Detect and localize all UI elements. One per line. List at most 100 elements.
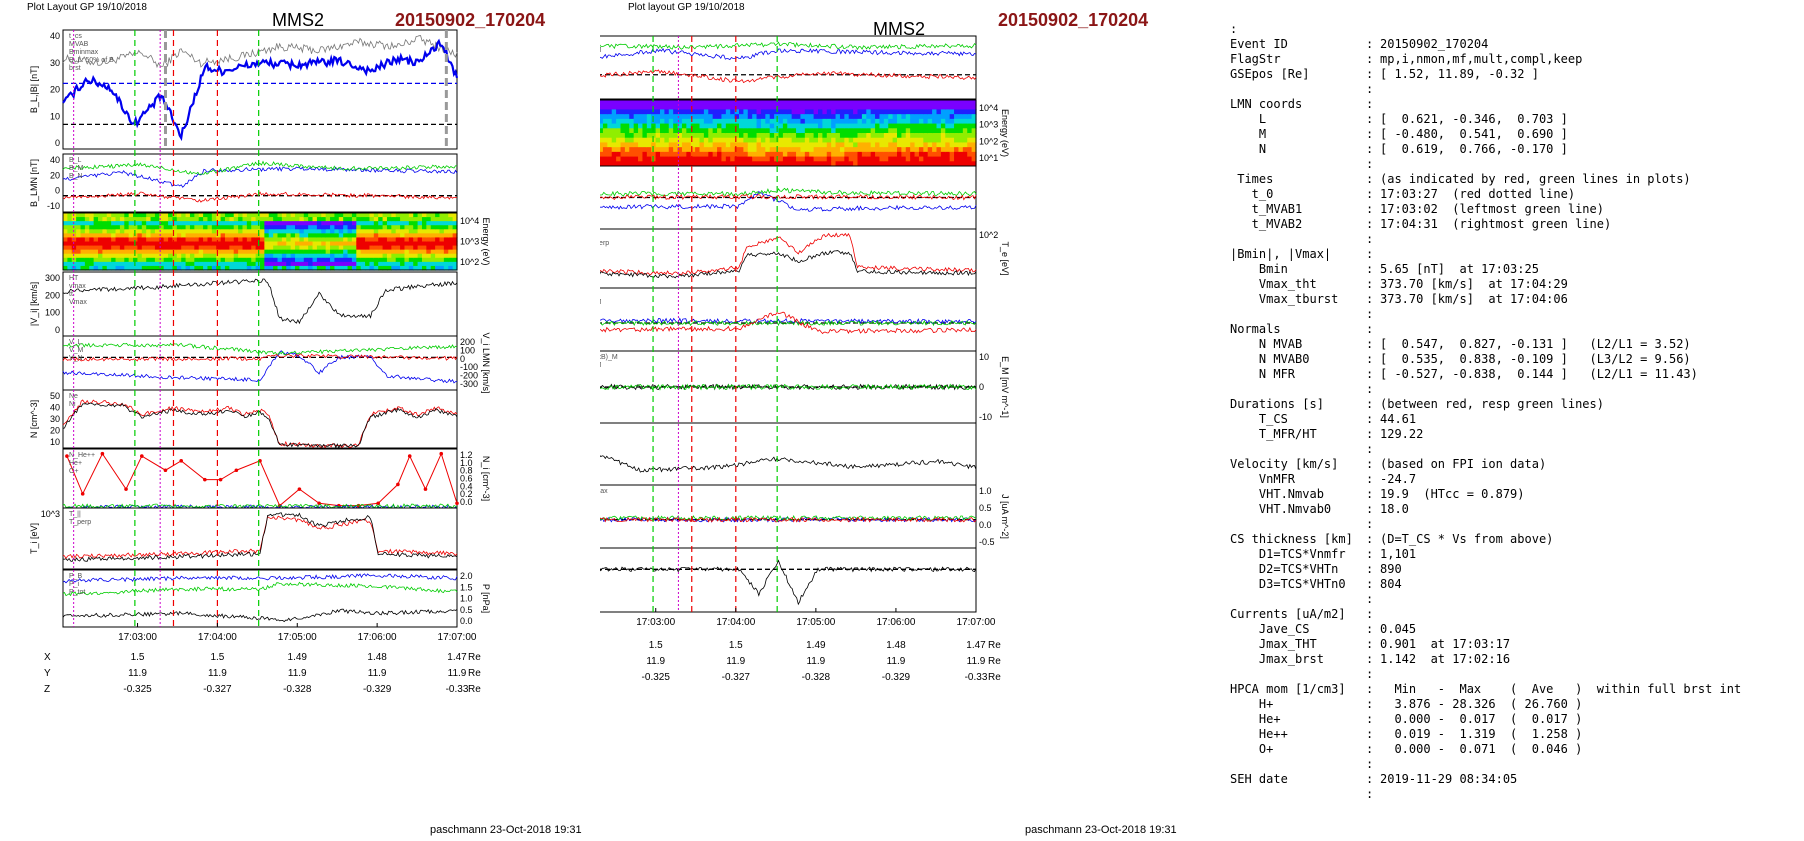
spectrogram-cell [417, 265, 423, 271]
legend-entry: B_N [69, 173, 83, 180]
spectrogram-cell [106, 221, 112, 226]
spectrogram-cell [251, 253, 257, 259]
spectrogram-cell [861, 104, 867, 111]
data-point [80, 492, 85, 496]
spectrogram-cell [910, 100, 916, 106]
spectrogram-cell [343, 229, 349, 234]
spectrogram-cell [936, 133, 942, 139]
spectrogram-cell [703, 104, 709, 111]
summary-row: HPCA mom [1/cm3]: Min - Max ( Ave ) with… [1230, 682, 1800, 697]
spectrogram-cell [668, 147, 674, 153]
spectrogram-cell [351, 221, 357, 226]
spectrogram-cell [439, 261, 445, 267]
spectrogram-cell [708, 114, 714, 120]
spectrogram-cell [63, 245, 68, 251]
spectrogram-cell [168, 217, 174, 222]
spectrogram-cell [391, 245, 397, 251]
summary-value: 0.000 - 0.071 ( 0.046 ) [1380, 742, 1583, 756]
spectrogram-cell [417, 217, 423, 222]
spectrogram-cell [194, 213, 200, 218]
spectrogram-cell [378, 225, 384, 230]
spectrogram-cell [360, 233, 366, 239]
spectrogram-cell [439, 249, 445, 255]
data-point [218, 477, 223, 482]
spectrogram-cell [949, 161, 955, 167]
spectrogram-cell [734, 100, 740, 106]
spectrogram-cell [870, 109, 876, 115]
spectrogram-cell [642, 137, 648, 144]
spectrogram-cell [417, 229, 423, 234]
spectrogram-cell [124, 229, 130, 234]
spectrogram-cell [756, 156, 762, 162]
spectrogram-cell [638, 109, 644, 115]
spectrogram-cell [312, 265, 318, 271]
spectrogram-cell [611, 137, 617, 144]
series-line [66, 452, 458, 507]
spectrogram-cell [312, 233, 318, 239]
spectrogram-cell [159, 241, 165, 247]
spectrogram-cell [800, 109, 806, 115]
spectrogram-cell [844, 128, 850, 134]
spectrogram-cell [857, 142, 863, 148]
spectrogram-cell [787, 133, 793, 139]
position-unit: Re [468, 652, 481, 663]
panel-frame [62, 389, 458, 449]
spectrogram-cell [690, 123, 696, 129]
spectrogram-cell [111, 233, 117, 239]
spectrogram-cell [133, 217, 139, 222]
spectrogram-cell [633, 104, 639, 111]
spectrogram-cell [945, 161, 951, 167]
spectrogram-cell [778, 100, 784, 106]
series-line [600, 250, 977, 279]
spectrogram-cell [220, 213, 226, 218]
spectrogram-cell [242, 257, 248, 263]
spectrogram-cell [330, 261, 336, 267]
spectrogram-cell [910, 118, 916, 125]
spectrogram-cell [870, 156, 876, 162]
spectrogram-cell [400, 213, 406, 218]
spectrogram-cell [435, 213, 441, 218]
spectrogram-cell [89, 249, 95, 255]
spectrogram-cell [286, 241, 292, 247]
spectrogram-cell [421, 229, 427, 234]
spectrogram-cell [347, 229, 353, 234]
spectrogram-cell [141, 265, 147, 271]
spectrogram-cell [71, 221, 77, 226]
position-value: 1.48 [367, 652, 387, 663]
spectrogram-cell [932, 151, 938, 158]
spectrogram-cell [378, 265, 384, 271]
spectrogram-cell [334, 229, 340, 234]
spectrogram-cell [159, 245, 165, 251]
spectrogram-cell [730, 100, 736, 106]
spectrogram-cell [787, 151, 793, 158]
summary-row: VHT.Nmvab:19.9 (HTcc = 0.879) [1230, 487, 1800, 502]
spectrogram-cell [796, 156, 802, 162]
spectrogram-cell [435, 245, 441, 251]
spectrogram-cell [172, 265, 178, 271]
position-value: -0.327 [722, 672, 751, 683]
spectrogram-cell [787, 118, 793, 125]
spectrogram-cell [133, 253, 139, 259]
spectrogram-cell [391, 241, 397, 247]
spectrogram-cell [949, 142, 955, 148]
spectrogram-cell [861, 109, 867, 115]
position-value: -0.328 [802, 672, 831, 683]
spectrogram-cell [242, 229, 248, 234]
spectrogram-cell [400, 261, 406, 267]
spectrogram-cell [373, 265, 379, 271]
series-line [62, 515, 458, 560]
position-unit: Re [988, 672, 1001, 683]
spectrogram-cell [150, 253, 156, 259]
summary-colon: : [1366, 232, 1374, 246]
spectrogram-cell [888, 100, 894, 106]
spectrogram-cell [822, 100, 828, 106]
position-value: 11.9 [967, 656, 986, 667]
spectrogram-cell [624, 151, 630, 158]
spectrogram-cell [299, 245, 305, 251]
spectrogram-cell [725, 161, 731, 167]
legend-entry: T_|| [69, 511, 81, 518]
spectrogram-cell [870, 151, 876, 158]
spectrogram-cell [356, 213, 362, 218]
